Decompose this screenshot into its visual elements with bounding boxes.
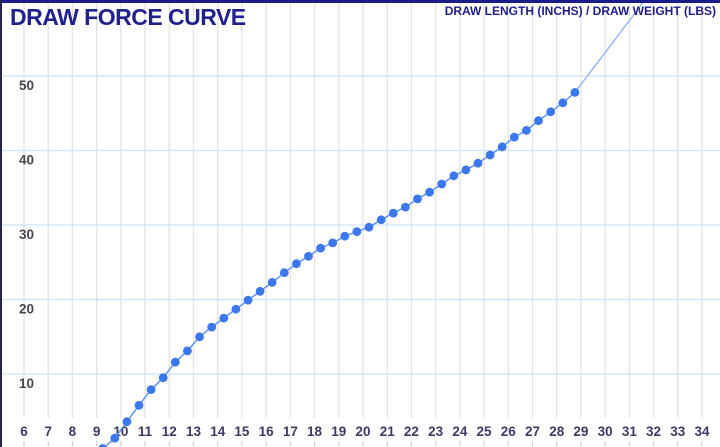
x-tick-label: 7 — [44, 424, 52, 439]
top-border — [2, 0, 720, 3]
x-tick-label: 9 — [93, 424, 101, 439]
data-point — [473, 158, 483, 168]
x-tick-label: 32 — [646, 424, 661, 439]
y-tick-label: 20 — [19, 302, 34, 317]
x-tick-label: 19 — [331, 424, 346, 439]
data-point — [328, 238, 338, 248]
x-tick-label: 23 — [428, 424, 444, 439]
data-point — [558, 98, 568, 108]
x-tick-label: 33 — [670, 424, 686, 439]
y-axis-labels: 10 20 30 40 50 — [19, 78, 34, 391]
x-tick-label: 11 — [138, 424, 153, 439]
data-point — [364, 222, 374, 232]
vertical-gridlines — [23, 3, 703, 418]
data-points — [98, 88, 580, 447]
data-point — [509, 132, 519, 142]
x-tick-label: 28 — [549, 424, 565, 439]
data-point — [485, 150, 495, 160]
data-point — [122, 417, 132, 427]
data-point — [437, 179, 447, 189]
data-point — [570, 88, 580, 97]
x-tick-label: 15 — [234, 424, 250, 439]
data-point — [292, 259, 301, 269]
data-point — [425, 187, 434, 197]
data-point — [522, 125, 531, 135]
x-tick-label: 34 — [694, 424, 710, 439]
data-point — [158, 373, 168, 383]
page-title: DRAW FORCE CURVE — [10, 4, 246, 30]
x-tick-label: 29 — [573, 424, 588, 439]
x-tick-label: 21 — [380, 424, 396, 439]
x-tick-label: 22 — [404, 424, 419, 439]
data-point — [413, 194, 422, 204]
y-tick-label: 50 — [19, 78, 34, 93]
data-point — [195, 332, 205, 342]
data-point — [219, 313, 229, 323]
x-tick-label: 24 — [452, 424, 468, 439]
data-point — [304, 251, 313, 261]
data-point — [98, 444, 107, 447]
data-point — [255, 286, 265, 296]
data-point — [207, 322, 217, 332]
x-tick-label: 26 — [501, 424, 517, 439]
data-point — [497, 142, 507, 152]
data-point — [388, 208, 398, 218]
data-point — [401, 202, 410, 212]
data-point — [449, 171, 459, 181]
data-point — [376, 215, 386, 225]
x-tick-label: 18 — [307, 424, 323, 439]
data-point — [352, 227, 362, 237]
data-point — [231, 304, 241, 314]
x-axis-labels: 6 7 8 9 10 11 12 13 14 15 16 17 18 19 20 21 22 23 24 25 26 27… — [20, 424, 710, 439]
x-tick-label: 27 — [525, 424, 540, 439]
data-point — [316, 243, 325, 253]
data-point — [534, 116, 543, 126]
x-tick-label: 8 — [69, 424, 77, 439]
axis-caption: DRAW LENGTH (INCHS) / DRAW WEIGHT (LBS) — [444, 4, 716, 18]
y-tick-label: 10 — [19, 376, 34, 391]
y-tick-label: 30 — [19, 227, 34, 242]
x-tick-label: 13 — [186, 424, 202, 439]
data-point — [146, 385, 156, 394]
data-point — [170, 357, 180, 367]
x-tick-label: 30 — [598, 424, 613, 439]
y-tick-label: 40 — [19, 153, 34, 168]
horizontal-gridlines — [2, 75, 720, 375]
data-point — [183, 346, 192, 356]
x-tick-label: 6 — [20, 424, 28, 439]
x-axis-ticks — [23, 441, 703, 446]
data-point — [110, 433, 120, 443]
x-tick-label: 17 — [283, 424, 298, 439]
data-point — [243, 295, 253, 305]
data-point — [461, 165, 471, 175]
data-point — [134, 400, 144, 410]
data-point — [267, 278, 277, 287]
data-point — [279, 268, 289, 278]
x-tick-label: 31 — [622, 424, 638, 439]
x-tick-label: 14 — [210, 424, 226, 439]
x-tick-label: 25 — [477, 424, 493, 439]
data-point — [340, 231, 350, 241]
data-point — [546, 107, 556, 117]
x-tick-label: 20 — [355, 424, 370, 439]
x-tick-label: 16 — [259, 424, 275, 439]
x-tick-label: 12 — [162, 424, 177, 439]
trend-extension-line — [574, 1, 645, 93]
